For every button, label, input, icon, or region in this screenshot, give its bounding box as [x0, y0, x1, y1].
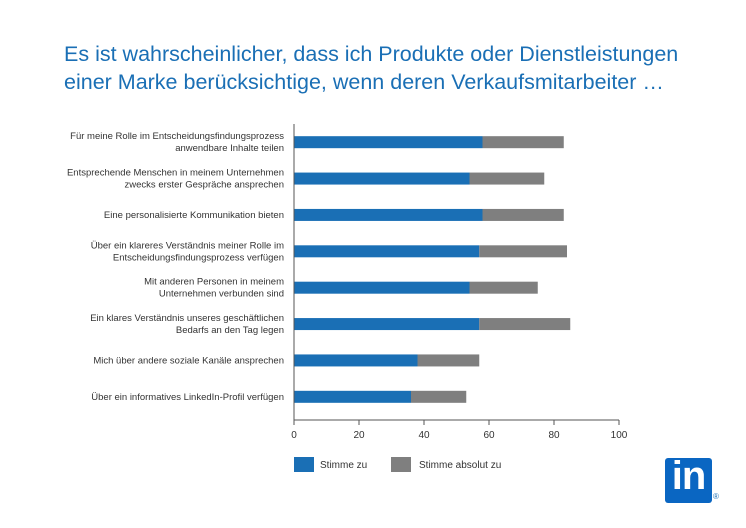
- bar-stimme-absolut-zu: [469, 281, 538, 294]
- category-label: zwecks erster Gespräche ansprechen: [125, 180, 284, 191]
- registered-mark: ®: [713, 492, 719, 501]
- bar-stimme-zu: [294, 172, 470, 185]
- linkedin-logo-text: in: [671, 454, 707, 498]
- bar-stimme-zu: [294, 354, 418, 367]
- x-tick-label: 20: [353, 430, 365, 441]
- bar-stimme-absolut-zu: [482, 136, 564, 149]
- category-label: Ein klares Verständnis unseres geschäftl…: [90, 313, 284, 324]
- category-label: Bedarfs an den Tag legen: [176, 325, 284, 336]
- x-tick-label: 60: [483, 430, 495, 441]
- category-label: Mich über andere soziale Kanäle ansprech…: [93, 355, 284, 366]
- linkedin-logo-icon: in: [665, 454, 712, 503]
- category-label: Entsprechende Menschen in meinem Unterne…: [67, 168, 284, 179]
- bar-stimme-zu: [294, 281, 470, 294]
- category-label: Über ein informatives LinkedIn-Profil ve…: [91, 392, 284, 403]
- category-label: anwendbare Inhalte teilen: [175, 143, 284, 154]
- legend-swatch-stimme-absolut-zu: [391, 457, 411, 472]
- category-label: Unternehmen verbunden sind: [159, 289, 284, 300]
- chart-title-line-1: Es ist wahrscheinlicher, dass ich Produk…: [64, 42, 679, 66]
- bar-stimme-zu: [294, 390, 411, 403]
- bar-stimme-absolut-zu: [482, 208, 564, 221]
- legend-swatch-stimme-zu: [294, 457, 314, 472]
- bar-stimme-zu: [294, 208, 483, 221]
- x-tick-label: 80: [548, 430, 560, 441]
- legend-label: Stimme absolut zu: [419, 460, 501, 471]
- bar-stimme-absolut-zu: [417, 354, 480, 367]
- category-label: Entscheidungsfindungsprozess verfügen: [113, 252, 284, 263]
- chart-title: Es ist wahrscheinlicher, dass ich Produk…: [64, 40, 734, 96]
- category-label: Über ein klareres Verständnis meiner Rol…: [91, 240, 284, 251]
- category-label: Mit anderen Personen in meinem: [144, 277, 284, 288]
- bar-stimme-zu: [294, 136, 483, 149]
- legend-label: Stimme zu: [320, 460, 367, 471]
- bar-stimme-absolut-zu: [479, 245, 567, 258]
- bar-stimme-absolut-zu: [469, 172, 545, 185]
- bar-stimme-zu: [294, 318, 480, 331]
- bar-stimme-absolut-zu: [479, 318, 571, 331]
- category-label: Für meine Rolle im Entscheidungsfindungs…: [70, 131, 284, 142]
- bar-stimme-absolut-zu: [411, 390, 467, 403]
- chart-title-line-2: einer Marke berücksichtige, wenn deren V…: [64, 70, 664, 94]
- x-tick-label: 100: [611, 430, 628, 441]
- bar-stimme-zu: [294, 245, 480, 258]
- category-label: Eine personalisierte Kommunikation biete…: [104, 210, 284, 221]
- x-tick-label: 40: [418, 430, 430, 441]
- x-tick-label: 0: [291, 430, 297, 441]
